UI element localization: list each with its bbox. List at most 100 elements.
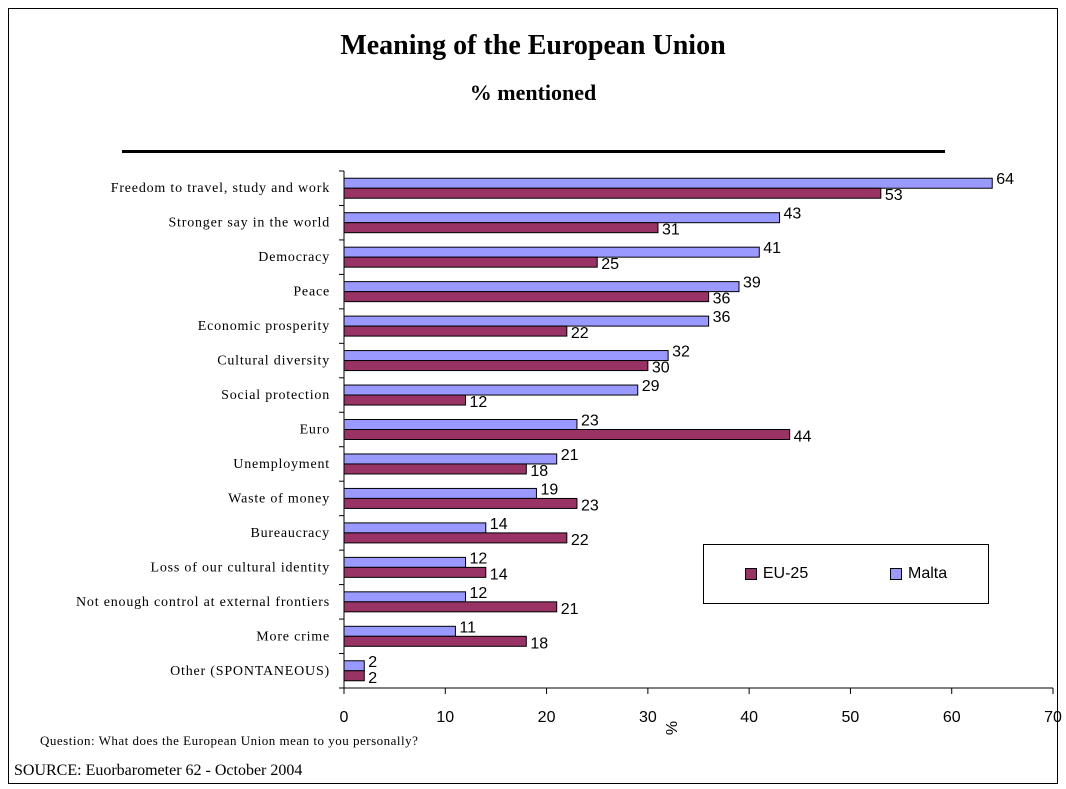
legend-item-malta: Malta [889, 565, 948, 583]
category-label-2: Democracy [258, 250, 330, 265]
bar-eu25-12 [343, 601, 558, 613]
data-label-malta-4: 36 [713, 309, 731, 326]
bar-malta-11 [343, 556, 467, 568]
data-label-malta-5: 32 [672, 344, 690, 361]
data-label-eu25-13: 18 [530, 635, 548, 652]
x-tick-label-4: 40 [740, 709, 758, 726]
bar-eu25-6 [343, 394, 467, 406]
source-note: SOURCE: Euorbarometer 62 - October 2004 [14, 762, 303, 779]
category-label-1: Stronger say in the world [168, 216, 330, 231]
bar-eu25-2 [343, 256, 598, 268]
category-label-8: Unemployment [233, 457, 330, 472]
bar-malta-3 [343, 281, 740, 293]
data-label-malta-9: 19 [540, 481, 558, 498]
bar-eu25-9 [343, 497, 578, 509]
data-label-malta-6: 29 [642, 378, 660, 395]
data-label-eu25-7: 44 [794, 429, 812, 446]
data-label-eu25-5: 30 [652, 360, 670, 377]
legend-label-eu25: EU-25 [762, 565, 809, 582]
data-label-eu25-0: 53 [885, 187, 903, 204]
bar-eu25-11 [343, 566, 487, 578]
bar-malta-7 [343, 419, 578, 430]
data-label-eu25-4: 22 [571, 325, 589, 342]
data-label-eu25-14: 2 [368, 670, 377, 687]
data-label-eu25-3: 36 [713, 291, 731, 308]
category-label-13: More crime [256, 629, 330, 644]
data-label-eu25-8: 18 [530, 463, 548, 480]
data-label-eu25-2: 25 [601, 256, 619, 273]
data-label-malta-0: 64 [996, 171, 1014, 188]
bar-eu25-0 [343, 187, 882, 199]
x-tick-label-6: 60 [943, 709, 961, 726]
legend-swatch-malta [889, 568, 902, 580]
bar-eu25-3 [343, 291, 710, 303]
bar-eu25-4 [343, 325, 568, 337]
x-axis-title: % [664, 721, 681, 735]
x-tick-label-2: 20 [538, 709, 556, 726]
category-label-0: Freedom to travel, study and work [111, 181, 330, 196]
x-tick-label-7: 70 [1044, 709, 1062, 726]
x-tick-label-3: 30 [639, 709, 657, 726]
data-label-malta-7: 23 [581, 413, 599, 430]
data-label-malta-14: 2 [368, 654, 377, 671]
bar-malta-13 [343, 625, 456, 637]
data-label-eu25-1: 31 [662, 222, 680, 239]
data-label-malta-12: 12 [470, 585, 488, 602]
data-label-eu25-9: 23 [581, 497, 599, 514]
data-label-eu25-10: 22 [571, 532, 589, 549]
data-label-malta-8: 21 [561, 447, 579, 464]
x-tick-label-5: 50 [842, 709, 860, 726]
bar-malta-9 [343, 487, 537, 499]
data-label-malta-3: 39 [743, 275, 761, 292]
bar-eu25-5 [343, 360, 649, 372]
bar-eu25-1 [343, 222, 659, 234]
x-tick-label-0: 0 [340, 709, 349, 726]
bar-eu25-8 [343, 463, 527, 475]
category-label-4: Economic prosperity [198, 319, 330, 334]
legend: EU-25 Malta [703, 544, 989, 604]
chart-subtitle: % mentioned [469, 80, 597, 105]
category-label-11: Loss of our cultural identity [150, 560, 330, 575]
category-label-5: Cultural diversity [217, 354, 330, 369]
bar-malta-14 [343, 660, 365, 672]
bar-malta-10 [343, 522, 487, 534]
chart-title: Meaning of the European Union [340, 30, 726, 61]
data-label-eu25-6: 12 [470, 394, 488, 411]
category-label-9: Waste of money [228, 491, 330, 506]
data-label-malta-2: 41 [763, 240, 781, 257]
category-label-6: Social protection [221, 388, 330, 403]
chart-frame [8, 8, 1058, 784]
category-label-10: Bureaucracy [250, 526, 330, 541]
bar-malta-2 [343, 246, 760, 258]
bar-eu25-13 [343, 635, 527, 647]
category-label-3: Peace [293, 285, 330, 300]
x-tick-label-1: 10 [436, 709, 454, 726]
data-label-eu25-12: 21 [561, 601, 579, 618]
bar-eu25-14 [343, 670, 365, 682]
bar-eu25-7 [343, 429, 791, 440]
legend-swatch-eu25 [744, 568, 757, 580]
bar-malta-4 [343, 315, 710, 327]
data-label-malta-10: 14 [490, 516, 508, 533]
bar-malta-12 [343, 591, 467, 603]
data-label-malta-11: 12 [470, 550, 488, 567]
legend-label-malta: Malta [907, 565, 948, 582]
bar-eu25-10 [343, 532, 568, 544]
data-label-malta-13: 11 [459, 619, 476, 636]
bar-malta-5 [343, 350, 669, 362]
question-note: Question: What does the European Union m… [40, 733, 419, 748]
category-label-12: Not enough control at external frontiers [76, 595, 330, 610]
title-divider [122, 150, 945, 153]
bar-malta-1 [343, 212, 781, 224]
category-label-14: Other (SPONTANEOUS) [170, 664, 330, 679]
data-label-malta-1: 43 [784, 206, 802, 223]
axes-layer [339, 170, 1054, 694]
bar-malta-8 [343, 453, 558, 465]
category-label-7: Euro [300, 423, 330, 438]
bars-layer [343, 177, 993, 682]
bar-malta-6 [343, 384, 639, 396]
legend-item-eu25: EU-25 [744, 565, 809, 583]
labels-layer: 64 53 Freedom to travel, study and work 43 3… [76, 171, 1062, 735]
data-label-eu25-11: 14 [490, 566, 508, 583]
